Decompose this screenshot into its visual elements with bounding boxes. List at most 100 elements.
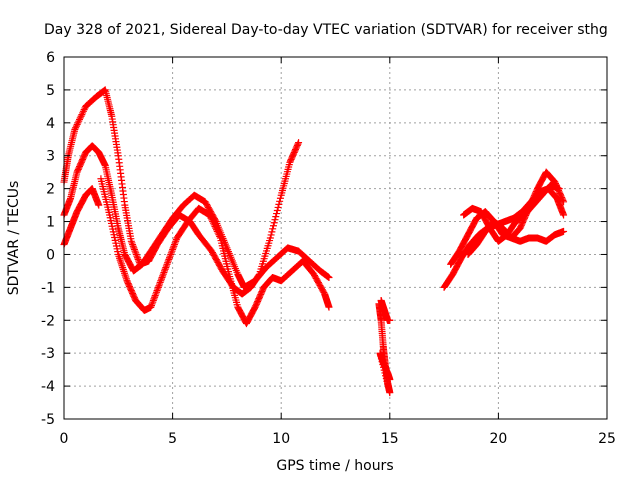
data-point <box>134 255 142 263</box>
data-point <box>128 239 136 247</box>
y-tick-label: -5 <box>41 412 55 428</box>
data-point <box>79 109 87 117</box>
series-track-a <box>60 86 303 298</box>
data-point <box>269 225 277 233</box>
data-point <box>130 244 138 252</box>
y-tick-label: 2 <box>46 182 55 198</box>
data-point <box>153 287 161 295</box>
data-point <box>132 249 140 257</box>
data-point <box>208 216 216 224</box>
series-track-b <box>60 142 333 291</box>
data-point <box>164 259 172 267</box>
data-point <box>555 185 563 193</box>
data-point <box>131 247 139 255</box>
x-tick-label: 25 <box>598 431 616 447</box>
series-track-i <box>460 181 563 245</box>
data-point <box>155 282 163 290</box>
y-tick-label: 1 <box>46 215 55 231</box>
data-point <box>169 244 177 252</box>
data-point <box>161 267 169 275</box>
y-tick-label: -4 <box>41 379 55 395</box>
data-point <box>72 122 80 130</box>
data-point <box>72 124 80 132</box>
x-tick-label: 20 <box>489 431 507 447</box>
data-point <box>157 277 165 285</box>
y-axis-label: SDTVAR / TECUs <box>6 181 22 296</box>
data-point <box>214 229 222 237</box>
data-point <box>272 213 280 221</box>
data-point <box>170 242 178 250</box>
data-point <box>163 260 171 268</box>
data-point <box>157 275 165 283</box>
data-point <box>210 221 218 229</box>
y-tick-label: -2 <box>41 313 55 329</box>
data-point <box>172 237 180 245</box>
data-point <box>73 120 81 128</box>
data-point <box>154 285 162 293</box>
data-point <box>78 111 86 119</box>
data-point <box>275 200 283 208</box>
data-point <box>386 316 394 324</box>
data-point <box>206 211 214 219</box>
data-point <box>152 290 160 298</box>
data-point <box>207 214 215 222</box>
data-point <box>206 213 214 221</box>
data-point <box>148 300 156 308</box>
data-point <box>325 303 333 311</box>
data-point <box>159 272 167 280</box>
data-point <box>170 241 178 249</box>
data-point <box>75 117 83 125</box>
data-point <box>266 234 274 242</box>
data-point <box>151 293 159 301</box>
data-point <box>127 237 135 245</box>
data-point <box>129 242 137 250</box>
data-point <box>271 216 279 224</box>
data-point <box>71 125 79 133</box>
data-point <box>149 297 157 305</box>
data-point <box>273 210 281 218</box>
data-point <box>160 269 168 277</box>
data-point <box>165 255 173 263</box>
data-point <box>560 198 568 206</box>
data-point <box>148 301 156 309</box>
data-point <box>166 252 174 260</box>
series-track-e <box>375 300 394 397</box>
data-point <box>276 194 284 202</box>
data-point <box>213 226 221 234</box>
series-track-d <box>97 175 333 328</box>
x-axis-label: GPS time / hours <box>276 458 393 474</box>
data-point <box>168 247 176 255</box>
data-point <box>212 224 220 232</box>
data-point <box>560 227 568 235</box>
data-point <box>169 246 177 254</box>
data-point <box>79 107 87 115</box>
data-point <box>167 249 175 257</box>
data-point <box>167 250 175 258</box>
data-point <box>80 106 88 114</box>
data-point <box>158 273 166 281</box>
y-tick-label: 3 <box>46 149 55 165</box>
data-point <box>559 196 567 204</box>
data-point <box>152 288 160 296</box>
data-point <box>213 227 221 235</box>
data-point <box>76 116 84 124</box>
x-tick-label: 15 <box>381 431 399 447</box>
data-point <box>147 303 155 311</box>
data-point <box>132 250 140 258</box>
data-point <box>154 283 162 291</box>
data-point <box>74 119 82 127</box>
data-point <box>386 376 394 384</box>
data-point <box>273 206 281 214</box>
data-point <box>133 252 141 260</box>
data-point <box>268 228 276 236</box>
data-point <box>149 298 157 306</box>
y-tick-label: 6 <box>46 50 55 66</box>
data-point <box>211 222 219 230</box>
series-track-j <box>464 218 568 258</box>
data-point <box>156 278 164 286</box>
y-tick-label: 5 <box>46 83 55 99</box>
data-point <box>151 292 159 300</box>
axis-ticks: 0 5 10 15 20 25 -5 -4 -3 -2 -1 0 1 2 3 4 5 6 <box>41 50 616 447</box>
data-point <box>267 231 275 239</box>
